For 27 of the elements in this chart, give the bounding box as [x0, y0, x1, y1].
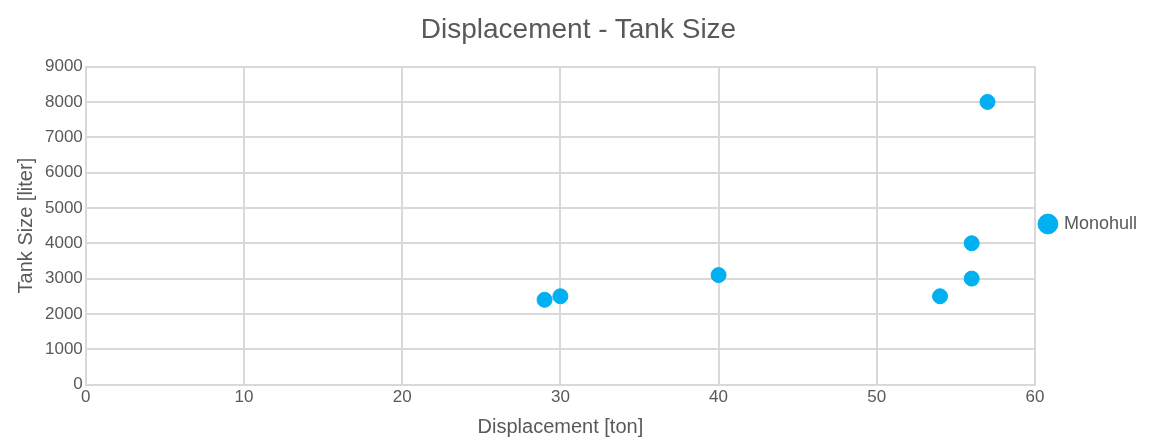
x-tick-label: 50: [867, 387, 887, 407]
x-tick-label: 40: [709, 387, 729, 407]
y-tick-label: 9000: [44, 56, 83, 76]
y-tick-label: 7000: [44, 126, 83, 146]
x-axis-title: Displacement [ton]: [477, 414, 644, 437]
point: [536, 291, 553, 308]
y-tick-label: 8000: [44, 91, 83, 111]
x-tick-label: 10: [234, 387, 254, 407]
y-axis-title: Tank Size [liter]: [13, 157, 36, 294]
y-tick-label: 6000: [44, 162, 83, 182]
point: [932, 288, 949, 305]
x-tick-label: 60: [1025, 387, 1045, 407]
y-tick-label: 1000: [44, 338, 83, 358]
y-tick-label: 0: [73, 374, 83, 394]
y-tick-label: 3000: [44, 268, 83, 288]
y-tick-label: 2000: [44, 303, 83, 323]
x-tick-label: 20: [392, 387, 412, 407]
y-tick-label: 4000: [44, 232, 83, 252]
point: [963, 235, 980, 252]
point: [963, 270, 980, 287]
point: [979, 93, 996, 110]
x-tick-label: 30: [550, 387, 570, 407]
chart-title: Displacement - Tank Size: [420, 12, 737, 44]
legend-label: Monohull: [1063, 212, 1137, 233]
point: [710, 267, 727, 284]
point: [552, 288, 569, 305]
y-tick-label: 5000: [44, 197, 83, 217]
